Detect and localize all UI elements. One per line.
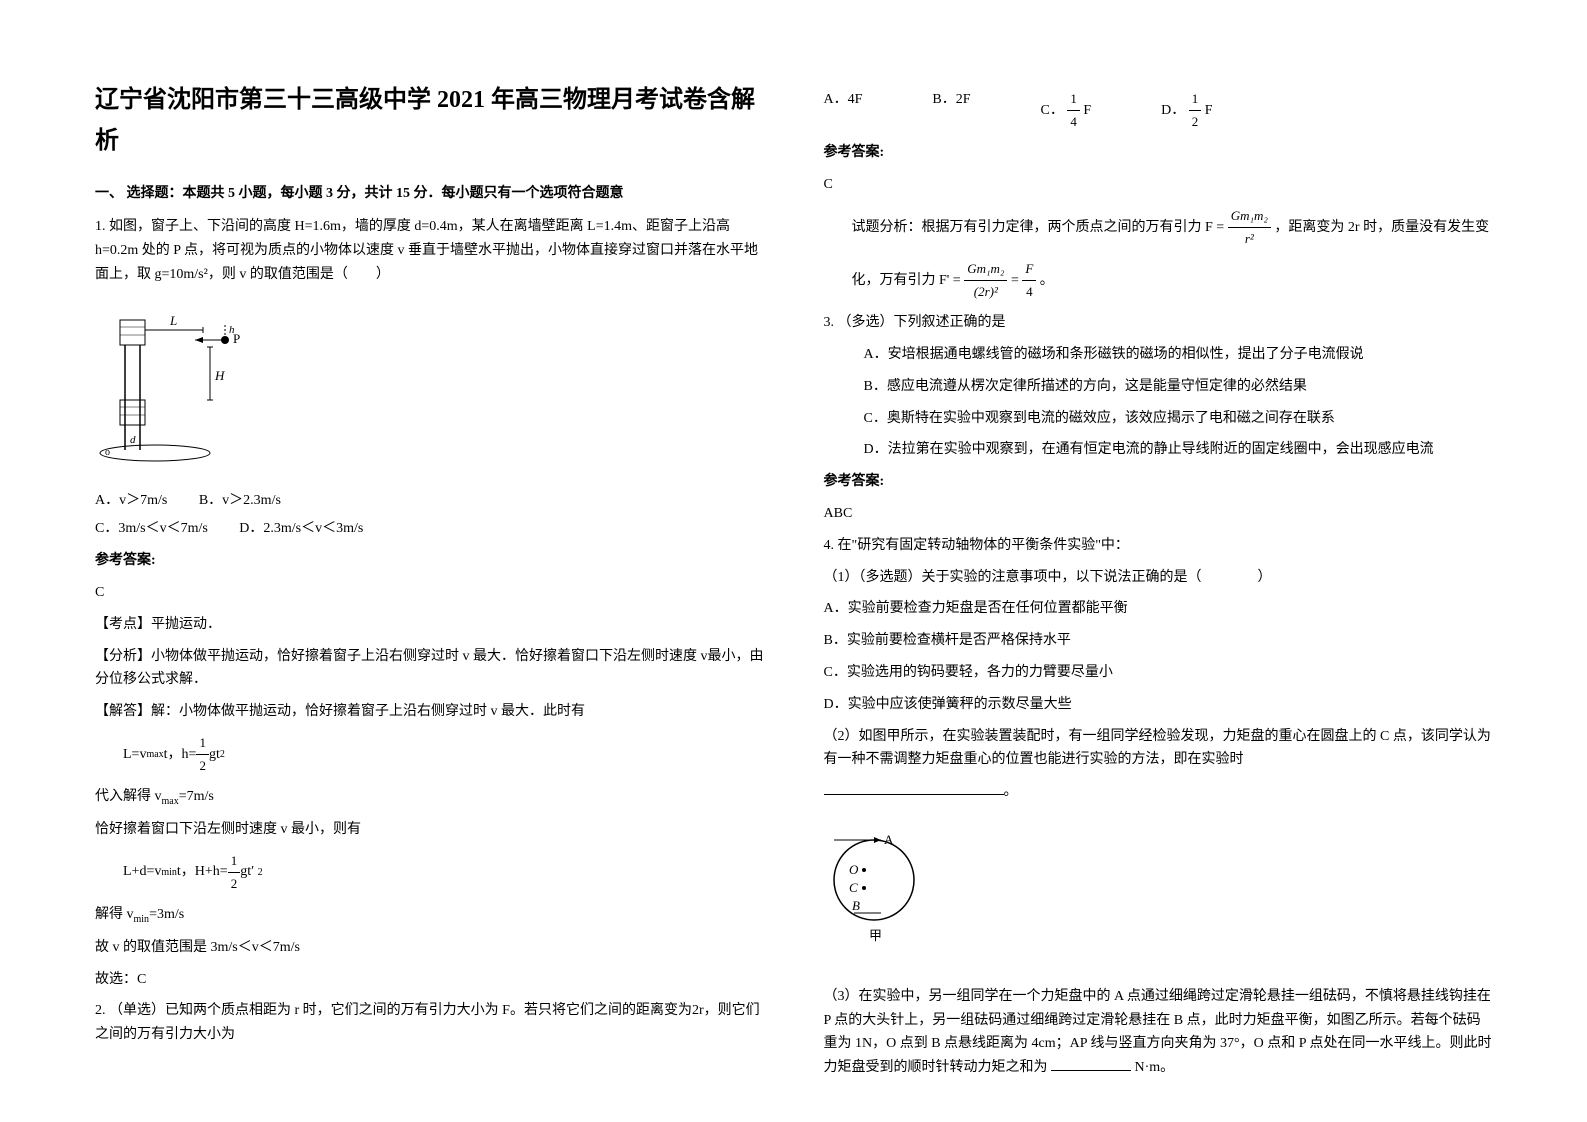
q1-answer-label: 参考答案: bbox=[95, 549, 764, 573]
circle-diagram: A O C B 甲 bbox=[824, 822, 924, 967]
svg-text:C: C bbox=[849, 880, 858, 895]
q1-opt-b: B．v＞2.3m/s bbox=[199, 493, 281, 508]
q3-opt-a: A．安培根据通电螺线管的磁场和条形磁铁的磁场的相似性，提出了分子电流假说 bbox=[824, 343, 1493, 367]
q1-solve-text-4: 故 v 的取值范围是 3m/s＜v＜7m/s bbox=[95, 936, 764, 960]
q4-opt-c: C．实验选用的钩码要轻，各力的力臂要尽量小 bbox=[824, 661, 1493, 685]
q2-opt-a: A．4F bbox=[824, 88, 863, 133]
q1-options-ab: A．v＞7m/s B．v＞2.3m/s bbox=[95, 489, 764, 513]
right-column: A．4F B．2F C． 14 F D． 12 F 参考答案: C 试题分析：根… bbox=[824, 80, 1493, 1088]
q4-opt-d: D．实验中应该使弹簧秤的示数尽量大些 bbox=[824, 693, 1493, 717]
q4-sub1: （1）（多选题）关于实验的注意事项中，以下说法正确的是（ ） bbox=[824, 566, 1493, 590]
q2-opt-c: C． 14 F bbox=[1041, 88, 1092, 133]
q1-analysis-point: 【考点】平抛运动． bbox=[95, 613, 764, 637]
q2-options: A．4F B．2F C． 14 F D． 12 F bbox=[824, 88, 1493, 133]
q4-sub2-blank: 。 bbox=[824, 780, 1493, 804]
svg-text:甲: 甲 bbox=[869, 928, 882, 943]
q1-formula-2: 代入解得 vmax=7m/s bbox=[95, 785, 764, 810]
q3-answer: ABC bbox=[824, 502, 1493, 526]
svg-text:H: H bbox=[214, 368, 225, 383]
q4-sub3: （3）在实验中，另一组同学在一个力矩盘中的 A 点通过细绳跨过定滑轮悬挂一组砝码… bbox=[824, 985, 1493, 1080]
q2-answer: C bbox=[824, 173, 1493, 197]
svg-text:d: d bbox=[130, 434, 136, 446]
q4-sub2: （2）如图甲所示，在实验装置装配时，有一组同学经检验发现，力矩盘的重心在圆盘上的… bbox=[824, 725, 1493, 773]
section-1-header: 一、 选择题：本题共 5 小题，每小题 3 分，共计 15 分．每小题只有一个选… bbox=[95, 182, 764, 206]
q1-formula-3: L+d=vmint，H+h= 12 gt′ 2 bbox=[95, 850, 764, 895]
q1-analysis-text: 【分析】小物体做平抛运动，恰好擦着窗子上沿右侧穿过时 v 最大．恰好擦着窗口下沿… bbox=[95, 645, 764, 693]
svg-text:O: O bbox=[849, 862, 859, 877]
q4-opt-b: B．实验前要检查横杆是否严格保持水平 bbox=[824, 629, 1493, 653]
exam-title: 辽宁省沈阳市第三十三高级中学 2021 年高三物理月考试卷含解析 bbox=[95, 80, 764, 162]
left-column: 辽宁省沈阳市第三十三高级中学 2021 年高三物理月考试卷含解析 一、 选择题：… bbox=[95, 80, 764, 1088]
q1-opt-d: D．2.3m/s＜v＜3m/s bbox=[239, 521, 363, 536]
q1-solve-label: 【解答】解：小物体做平抛运动，恰好擦着窗子上沿右侧穿过时 v 最大．此时有 bbox=[95, 700, 764, 724]
question-2-text: 2. （单选）已知两个质点相距为 r 时，它们之间的万有引力大小为 F。若只将它… bbox=[95, 999, 764, 1047]
question-4-text: 4. 在"研究有固定转动轴物体的平衡条件实验"中： bbox=[824, 534, 1493, 558]
q1-solve-text-5: 故选：C bbox=[95, 968, 764, 992]
q3-opt-b: B．感应电流遵从楞次定律所描述的方向，这是能量守恒定律的必然结果 bbox=[824, 375, 1493, 399]
q1-opt-c: C．3m/s＜v＜7m/s bbox=[95, 521, 208, 536]
q4-opt-a: A．实验前要检查力矩盘是否在任何位置都能平衡 bbox=[824, 597, 1493, 621]
q2-opt-b: B．2F bbox=[932, 88, 970, 133]
q3-opt-d: D．法拉第在实验中观察到，在通有恒定电流的静止导线附近的固定线圈中，会出现感应电… bbox=[824, 438, 1493, 462]
q2-answer-label: 参考答案: bbox=[824, 141, 1493, 165]
svg-text:L: L bbox=[169, 313, 177, 328]
q3-answer-label: 参考答案: bbox=[824, 470, 1493, 494]
svg-text:o: o bbox=[105, 447, 110, 458]
q3-opt-c: C．奥斯特在实验中观察到电流的磁效应，该效应揭示了电和磁之间存在联系 bbox=[824, 407, 1493, 431]
q2-analysis-1: 试题分析：根据万有引力定律，两个质点之间的万有引力 F = Gm₁m₂r² ，距… bbox=[824, 205, 1493, 250]
question-1-text: 1. 如图，窗子上、下沿间的高度 H=1.6m，墙的厚度 d=0.4m，某人在离… bbox=[95, 215, 764, 286]
q1-formula-1: L=vmaxt，h= 12 gt2 bbox=[95, 732, 764, 777]
q2-analysis-2: 化，万有引力 F' = Gm₁m₂(2r)² = F4 。 bbox=[824, 258, 1493, 303]
q1-solve-text-2: 恰好擦着窗口下沿左侧时速度 v 最小，则有 bbox=[95, 818, 764, 842]
q1-opt-a: A．v＞7m/s bbox=[95, 493, 167, 508]
q1-solve-text-3: 解得 vmin=3m/s bbox=[95, 903, 764, 928]
q2-opt-d: D． 12 F bbox=[1161, 88, 1212, 133]
question-3-text: 3. （多选）下列叙述正确的是 bbox=[824, 311, 1493, 335]
svg-text:h: h bbox=[229, 324, 235, 336]
q1-options-cd: C．3m/s＜v＜7m/s D．2.3m/s＜v＜3m/s bbox=[95, 517, 764, 541]
q1-answer: C bbox=[95, 581, 764, 605]
window-diagram: L P h H d o bbox=[95, 305, 275, 474]
svg-text:B: B bbox=[852, 898, 860, 913]
svg-text:A: A bbox=[884, 832, 894, 847]
